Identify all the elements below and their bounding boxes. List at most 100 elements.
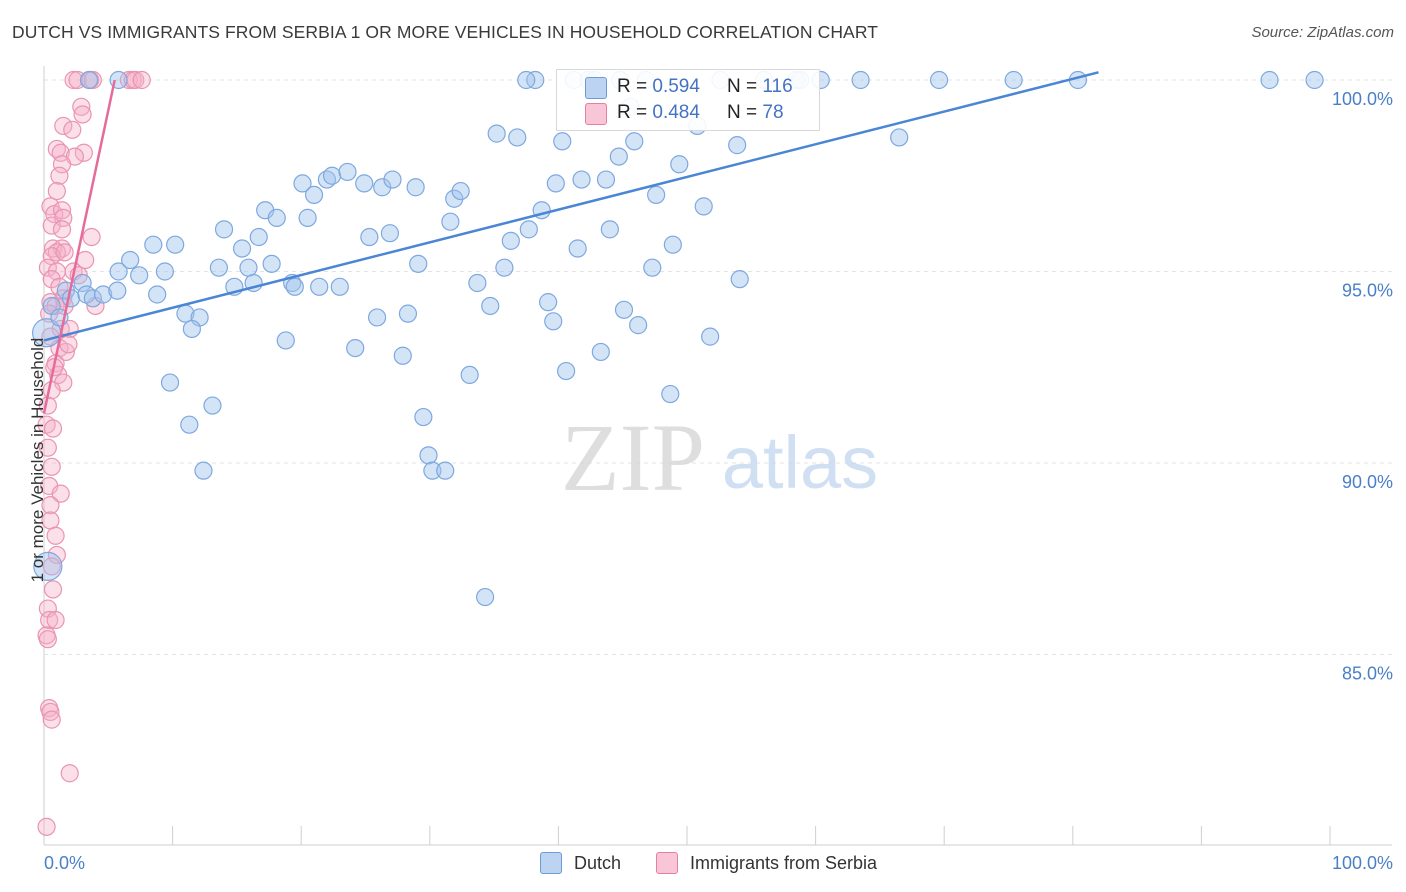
serbia-point (50, 166, 69, 185)
y-tick-label: 100.0% (1332, 89, 1393, 109)
dutch-point (557, 361, 576, 381)
dutch-point (249, 227, 268, 247)
dutch-point (1004, 70, 1023, 90)
serbia-point (52, 155, 72, 174)
dutch-point (293, 174, 312, 193)
legend-r-label: R = (617, 102, 648, 123)
dutch-point (1260, 70, 1279, 90)
dutch-point (406, 178, 425, 197)
serbia-point (74, 143, 93, 162)
serbia-point (63, 120, 82, 139)
legend-item-dutch[interactable]: Dutch (540, 852, 621, 874)
dutch-point (276, 331, 295, 350)
serbia-point (46, 526, 65, 545)
dutch-point (890, 128, 909, 147)
y-tick-label: 85.0% (1342, 664, 1393, 684)
dutch-point (441, 212, 460, 231)
x-tick-label: 0.0% (44, 853, 85, 873)
dutch-point (929, 70, 949, 90)
dutch-point (262, 254, 281, 273)
legend-r-value-serbia: 0.484 (652, 102, 700, 123)
serbia-point (132, 70, 151, 90)
y-tick-label: 90.0% (1342, 472, 1393, 492)
tick-labels: 85.0% 90.0% 95.0% 100.0% 0.0% 100.0% (44, 89, 1393, 873)
dutch-point (519, 220, 538, 239)
serbia-point (38, 438, 57, 457)
series-dutch-points (31, 70, 1324, 607)
serbia-point (83, 70, 102, 90)
dutch-point (267, 208, 286, 227)
dutch-point (144, 235, 163, 254)
serbia-point (119, 70, 138, 90)
serbia-point (54, 116, 73, 136)
dutch-point (160, 373, 180, 392)
dutch-point (546, 174, 565, 193)
legend-item-serbia[interactable]: Immigrants from Serbia (656, 852, 877, 874)
dutch-point (730, 270, 749, 289)
dutch-point (460, 365, 479, 385)
dutch-point (614, 300, 634, 319)
dutch-point (544, 312, 563, 331)
serbia-point (41, 702, 60, 722)
dutch-point (1305, 70, 1324, 90)
dutch-point (214, 220, 234, 239)
serbia-point (42, 557, 61, 576)
serbia-point (43, 419, 63, 438)
dutch-point (572, 170, 591, 189)
dutch-point (398, 304, 418, 323)
serbia-point (37, 817, 56, 836)
serbia-point (41, 496, 60, 515)
chart-title: DUTCH VS IMMIGRANTS FROM SERBIA 1 OR MOR… (12, 22, 879, 42)
legend-n-label: N = (727, 102, 758, 123)
serbia-point (47, 181, 66, 201)
dutch-point (33, 551, 63, 582)
series-serbia-points (37, 70, 151, 836)
dutch-point (728, 136, 747, 155)
serbia-point (55, 243, 74, 262)
serbia-point (42, 270, 61, 289)
dutch-point (451, 181, 470, 201)
dutch-point (694, 197, 713, 216)
dutch-point (148, 285, 167, 304)
dutch-point (481, 296, 500, 316)
dutch-point (851, 70, 870, 90)
dutch-point (285, 277, 304, 296)
legend-label-serbia: Immigrants from Serbia (690, 852, 878, 873)
dutch-point (508, 128, 527, 147)
dutch-point (380, 224, 400, 243)
dutch-point (203, 396, 222, 415)
y-axis-label: 1 or more Vehicles in Household (28, 337, 47, 583)
dutch-point (194, 461, 213, 480)
dutch-point (310, 277, 329, 296)
dutch-point (409, 254, 428, 273)
serbia-point (43, 580, 63, 599)
legend-label-dutch: Dutch (574, 852, 622, 873)
legend-swatch-serbia (656, 852, 678, 874)
dutch-point (419, 446, 438, 465)
serbia-point (40, 610, 59, 630)
dutch-point (629, 316, 648, 335)
legend-n-value-dutch: 116 (762, 76, 793, 97)
serbia-point (38, 258, 57, 277)
serbia-point (52, 201, 72, 220)
dutch-point (647, 185, 666, 204)
trend-line-serbia (42, 79, 116, 414)
dutch-point (83, 289, 102, 308)
trend-lines (42, 71, 1099, 414)
dutch-point (468, 273, 487, 293)
dutch-point (298, 208, 317, 227)
legend-r-label: R = (617, 76, 648, 97)
serbia-point (82, 227, 101, 247)
watermark-zip: ZIP (561, 404, 705, 511)
stats-legend: R = 0.594 N = 116 R = 0.484 N = 78 (556, 69, 820, 131)
dutch-point (360, 227, 379, 247)
legend-n-label: N = (727, 76, 758, 97)
series-legend: Dutch Immigrants from Serbia (0, 852, 1406, 878)
y-tick-label: 95.0% (1342, 281, 1393, 301)
dutch-point (609, 147, 628, 166)
dutch-point (155, 262, 174, 281)
dutch-point (383, 170, 402, 189)
serbia-point (42, 216, 61, 235)
serbia-point (38, 630, 57, 649)
serbia-point (51, 143, 70, 162)
